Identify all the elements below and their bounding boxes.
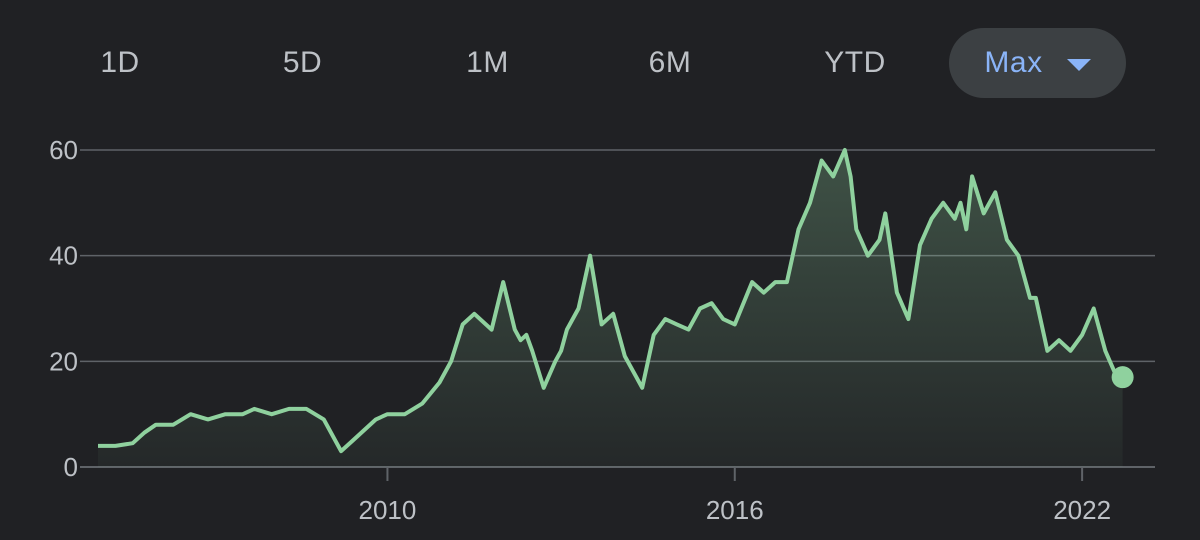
y-axis: 0 20 40 60 [49,135,78,482]
x-axis: 2010 2016 2022 [359,467,1111,525]
y-tick-label: 60 [49,135,78,165]
range-1m-button[interactable]: 1M [466,46,509,79]
range-1d-button[interactable]: 1D [100,46,140,79]
y-tick-label: 40 [49,241,78,271]
range-6m-button[interactable]: 6M [648,46,692,79]
range-max-label: Max [984,46,1043,79]
range-ytd-button[interactable]: YTD [824,46,886,79]
price-area [98,150,1123,467]
range-selector: 1D 5D 1M 6M YTD Max [0,28,1200,100]
range-max-dropdown[interactable]: Max [949,28,1126,98]
chevron-down-icon [1066,59,1091,71]
y-tick-label: 20 [49,346,78,376]
y-tick-label: 0 [64,452,78,482]
price-line [98,148,1123,454]
x-tick-label: 2010 [359,495,417,525]
range-5d-button[interactable]: 5D [282,46,323,79]
current-price-marker[interactable] [1111,366,1134,389]
x-tick-label: 2022 [1053,495,1111,525]
x-tick-label: 2016 [706,495,764,525]
